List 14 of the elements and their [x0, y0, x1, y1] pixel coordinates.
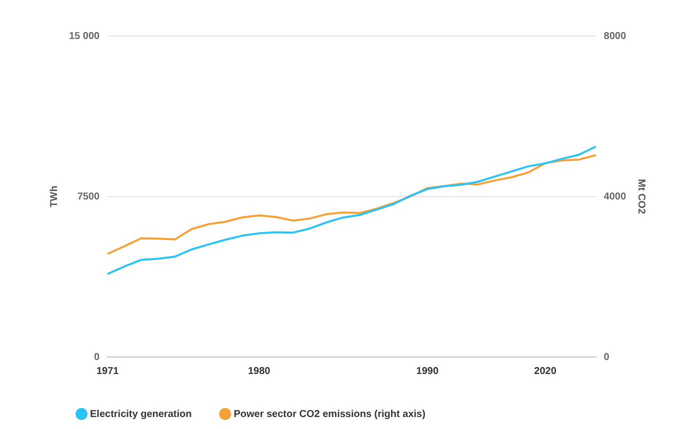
x-tick-label: 1990	[416, 366, 439, 377]
y2-tick-label: 8000	[604, 30, 626, 42]
x-tick-label: 2020	[534, 366, 557, 377]
y2-tick-label: 0	[604, 352, 610, 363]
y-tick-label: 0	[94, 352, 100, 363]
legend-label: Electricity generation	[90, 408, 192, 420]
y-tick-label: 7500	[77, 191, 100, 202]
y-tick-label: 15 000	[68, 30, 100, 42]
legend-label: Power sector CO2 emissions (right axis)	[234, 408, 426, 420]
x-tick-label: 1971	[96, 366, 120, 377]
y-axis-title: TWh	[48, 186, 60, 208]
x-tick-label: 1980	[248, 366, 271, 377]
y2-axis-title: Mt CO2	[635, 179, 646, 214]
y2-tick-label: 4000	[604, 191, 626, 202]
